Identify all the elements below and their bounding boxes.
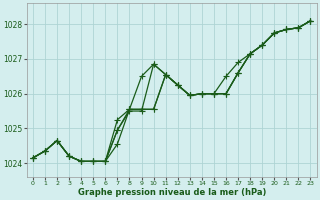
X-axis label: Graphe pression niveau de la mer (hPa): Graphe pression niveau de la mer (hPa) — [77, 188, 266, 197]
